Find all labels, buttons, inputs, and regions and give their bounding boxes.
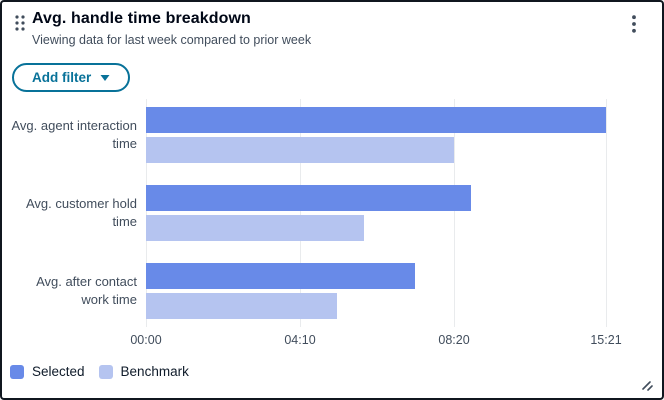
legend-item-benchmark[interactable]: Benchmark bbox=[98, 364, 189, 379]
legend-swatch-benchmark bbox=[98, 364, 113, 379]
more-actions-button[interactable] bbox=[620, 10, 648, 38]
x-tick-label: 00:00 bbox=[130, 333, 162, 347]
gridline bbox=[454, 99, 456, 327]
bar-customer-hold-benchmark[interactable] bbox=[146, 215, 364, 241]
x-tick-label: 15:21 bbox=[590, 333, 622, 347]
add-filter-button[interactable]: Add filter bbox=[12, 63, 131, 92]
x-tick-label: 08:20 bbox=[438, 333, 470, 347]
kebab-menu-icon bbox=[632, 15, 636, 33]
plot-area: 00:00 04:10 08:20 15:21 bbox=[130, 99, 622, 347]
bar-after-contact-benchmark[interactable] bbox=[146, 293, 337, 319]
gridline bbox=[146, 99, 147, 327]
legend-swatch-selected bbox=[10, 364, 24, 379]
bar-agent-interaction-selected[interactable] bbox=[146, 107, 606, 133]
legend-label-selected: Selected bbox=[32, 364, 85, 379]
bar-customer-hold-selected[interactable] bbox=[146, 185, 471, 211]
chart-legend: Selected Benchmark bbox=[10, 364, 189, 379]
chevron-down-icon bbox=[100, 74, 110, 81]
handle-time-bar-chart: 00:00 04:10 08:20 15:21 Avg. agent inter… bbox=[2, 99, 662, 355]
category-label-after-contact: Avg. after contact work time bbox=[36, 274, 137, 307]
widget-title: Avg. handle time breakdown bbox=[32, 10, 251, 27]
x-tick-label: 04:10 bbox=[284, 333, 316, 347]
bar-after-contact-selected[interactable] bbox=[146, 263, 415, 289]
gridline bbox=[300, 99, 301, 327]
widget-subtitle: Viewing data for last week compared to p… bbox=[32, 33, 312, 47]
category-label-customer-hold: Avg. customer hold time bbox=[25, 196, 137, 229]
resize-handle[interactable] bbox=[638, 376, 654, 392]
add-filter-label: Add filter bbox=[32, 70, 92, 85]
gridline bbox=[606, 99, 607, 327]
category-label-agent-interaction: Avg. agent interaction time bbox=[11, 118, 137, 151]
legend-item-selected[interactable]: Selected bbox=[10, 364, 85, 379]
legend-label-benchmark: Benchmark bbox=[120, 364, 189, 379]
drag-handle-icon[interactable] bbox=[14, 14, 26, 32]
bar-agent-interaction-benchmark[interactable] bbox=[146, 137, 455, 163]
